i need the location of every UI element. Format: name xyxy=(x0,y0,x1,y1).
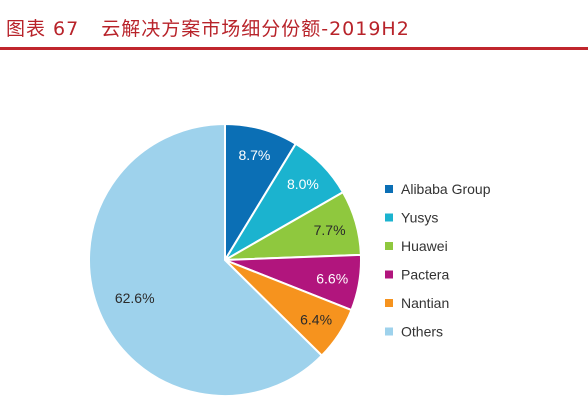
legend-swatch-alibaba-group xyxy=(385,185,393,193)
legend-label-nantian: Nantian xyxy=(401,295,449,311)
legend-swatch-nantian xyxy=(385,299,393,307)
header-divider xyxy=(0,47,588,50)
legend-swatch-others xyxy=(385,327,393,336)
figure-title-text: 云解决方案市场细分份额-2019H2 xyxy=(101,18,410,40)
legend-label-others: Others xyxy=(401,324,443,340)
legend-swatch-huawei xyxy=(385,242,393,250)
pie-slice-others xyxy=(88,122,324,397)
figure-header: 图表 67 云解决方案市场细分份额-2019H2 xyxy=(0,0,588,52)
data-label-alibaba-group: 8.7% xyxy=(238,147,270,163)
legend-label-alibaba-group: Alibaba Group xyxy=(401,181,491,197)
pie-slices xyxy=(88,122,362,397)
chart-legend: Alibaba Group Yusys Huawei Pactera Nantian Ot… xyxy=(385,181,491,340)
legend-swatch-yusys xyxy=(385,213,393,222)
pie-labels: 8.7% 8.0% 7.7% 6.6% 6.4% 62.6% xyxy=(115,147,348,327)
data-label-nantian: 6.4% xyxy=(300,311,332,327)
legend-label-huawei: Huawei xyxy=(401,238,448,254)
data-label-others: 62.6% xyxy=(115,290,155,306)
legend-label-pactera: Pactera xyxy=(401,267,449,283)
data-label-pactera: 6.6% xyxy=(316,270,348,286)
legend-swatch-pactera xyxy=(385,270,393,279)
data-label-yusys: 8.0% xyxy=(287,176,319,192)
figure-number: 图表 67 xyxy=(6,18,80,40)
legend-label-yusys: Yusys xyxy=(401,210,438,226)
data-label-huawei: 7.7% xyxy=(314,222,346,238)
figure-title: 图表 67 云解决方案市场细分份额-2019H2 xyxy=(6,14,410,41)
